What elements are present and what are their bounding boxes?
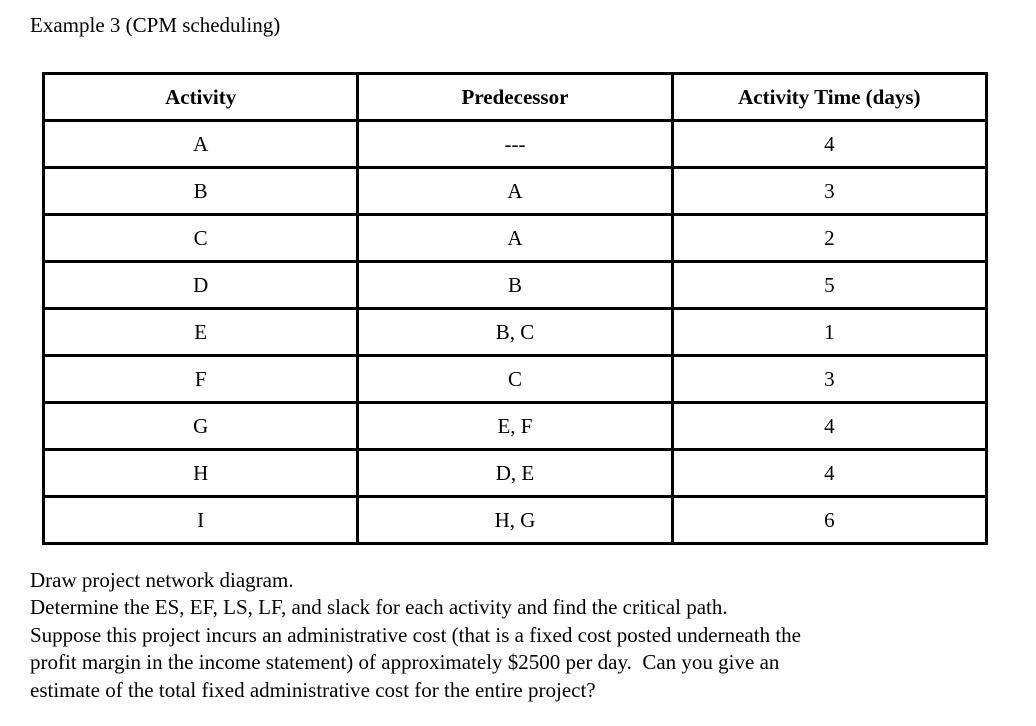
table-row: C A 2 [41,213,989,263]
cell-predecessor: C [356,354,674,404]
cell-predecessor: A [356,213,674,263]
question-line: profit margin in the income statement) o… [30,650,780,675]
cell-activity: D [41,260,360,310]
cell-activity: F [41,354,360,404]
questions-text: Draw project network diagram. Determine … [30,567,801,704]
cell-predecessor: --- [356,119,674,169]
cell-predecessor: A [356,166,674,216]
cell-predecessor: H, G [356,495,674,545]
cell-activity: C [41,213,360,263]
cell-time: 5 [670,260,989,310]
table-row: H D, E 4 [41,448,989,498]
cell-predecessor: B, C [356,307,674,357]
cell-activity: I [41,495,360,545]
table-row: B A 3 [41,166,989,216]
cell-time: 4 [670,119,989,169]
question-line: Draw project network diagram. [30,568,294,592]
question-line: Suppose this project incurs an administr… [30,622,801,647]
cell-activity: H [41,448,360,498]
header-activity: Activity [41,72,360,122]
table-row: D B 5 [41,260,989,310]
table-row: F C 3 [41,354,989,404]
cell-activity: G [41,401,360,451]
cell-time: 1 [670,307,989,357]
header-predecessor: Predecessor [356,72,674,122]
activity-table: Activity Predecessor Activity Time (days… [41,72,989,545]
table-row: I H, G 6 [41,495,989,545]
cell-activity: B [41,166,360,216]
cell-activity: A [41,119,360,169]
cell-predecessor: E, F [356,401,674,451]
cell-time: 4 [670,448,989,498]
cell-time: 3 [670,166,989,216]
cell-predecessor: B [356,260,674,310]
cell-time: 2 [670,213,989,263]
cell-time: 6 [670,495,989,545]
header-activity-time: Activity Time (days) [670,72,989,122]
table-row: E B, C 1 [41,307,989,357]
table-row: A --- 4 [41,119,989,169]
cell-time: 3 [670,354,989,404]
cell-activity: E [41,307,360,357]
cell-time: 4 [670,401,989,451]
table-row: G E, F 4 [41,401,989,451]
question-line: Determine the ES, EF, LS, LF, and slack … [30,595,728,620]
page-title: Example 3 (CPM scheduling) [30,13,281,37]
question-line: estimate of the total fixed administrati… [30,677,596,702]
table-header-row: Activity Predecessor Activity Time (days… [41,72,989,122]
cell-predecessor: D, E [356,448,674,498]
